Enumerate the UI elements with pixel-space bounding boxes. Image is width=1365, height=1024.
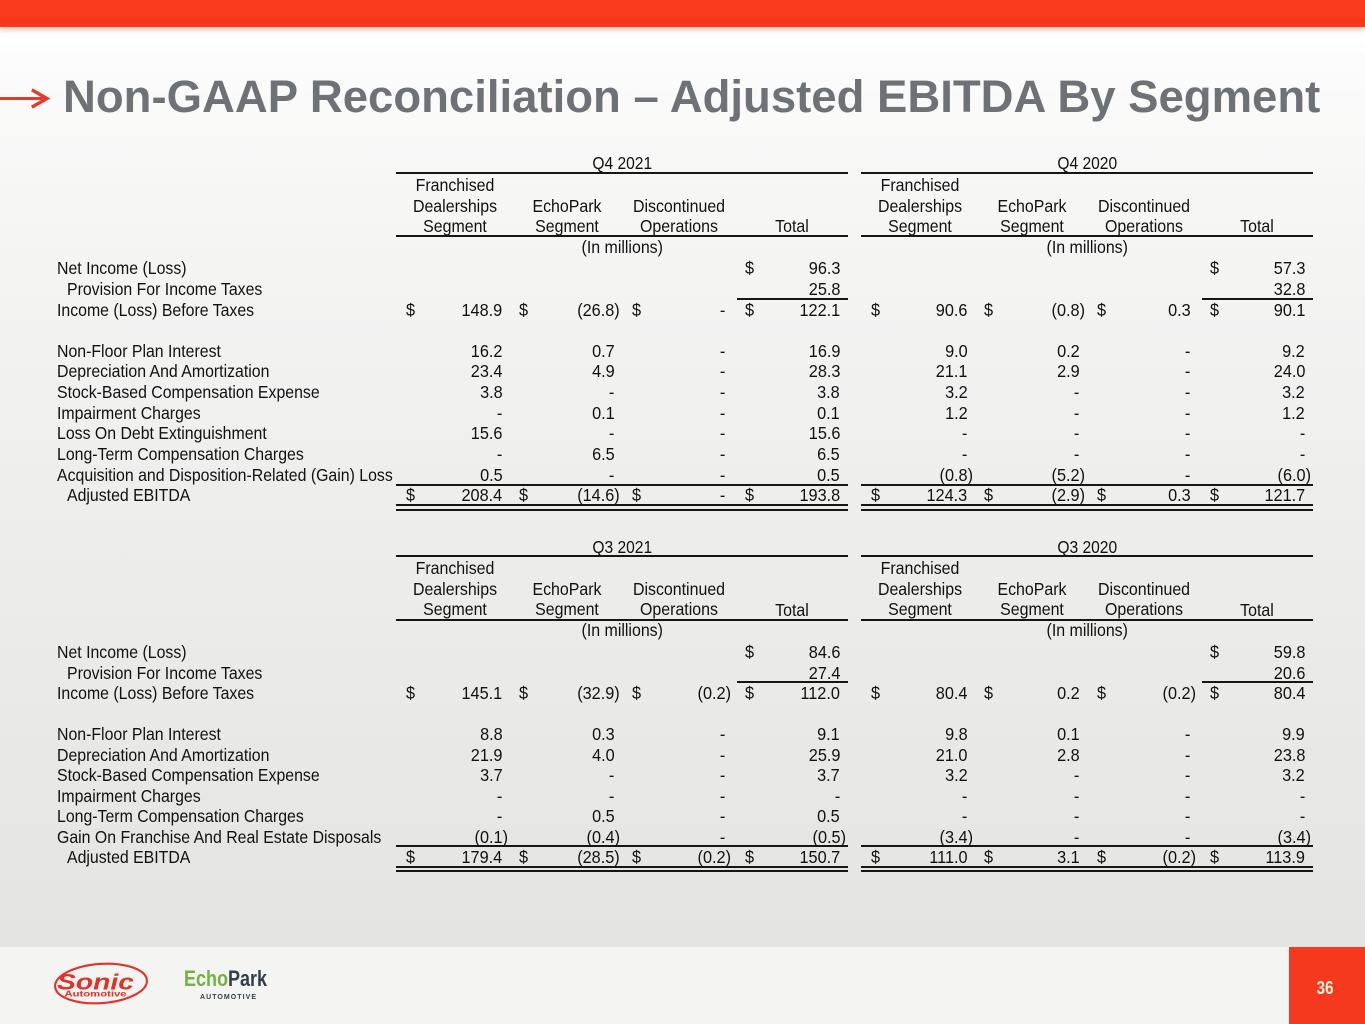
svg-text:Automotive: Automotive — [65, 989, 128, 998]
svg-text:Sonic: Sonic — [57, 970, 135, 995]
